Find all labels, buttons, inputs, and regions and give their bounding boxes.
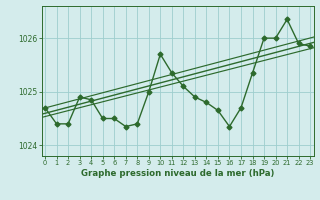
X-axis label: Graphe pression niveau de la mer (hPa): Graphe pression niveau de la mer (hPa) xyxy=(81,169,274,178)
